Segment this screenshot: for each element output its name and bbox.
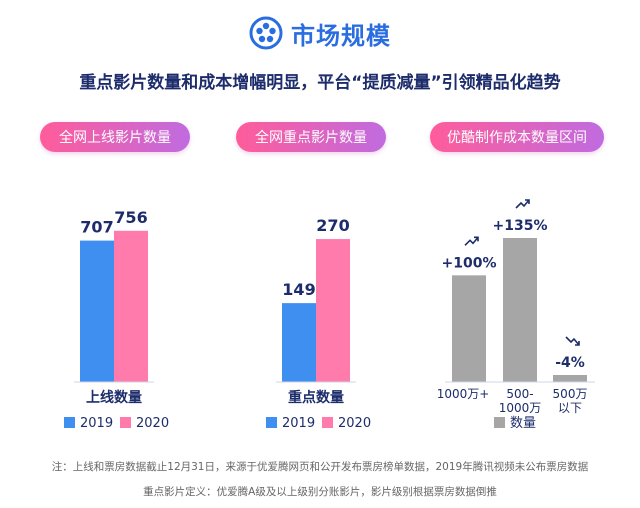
page-title: 市场规模 — [291, 21, 391, 50]
category-label-online: 上线数量 — [86, 389, 142, 406]
legend-swatch-2019-c2 — [266, 417, 277, 428]
pill-cost-range: 优酷制作成本数量区间 — [430, 122, 604, 152]
legend-label-2020-c1: 2020 — [136, 416, 169, 431]
footnote-2: 重点影片定义：优爱腾A级及以上级别分账影片，影片级别根据票房数据倒推 — [143, 486, 497, 498]
legend-swatch-2020-c2 — [322, 417, 333, 428]
data-label-cost-500-1000: +135% — [493, 218, 548, 234]
chart-online-films: 707 756 上线数量 2019 2020 — [64, 208, 169, 431]
trend-down-icon — [565, 336, 580, 346]
legend-label-2020-c2: 2020 — [338, 416, 371, 431]
trend-up-icon — [515, 199, 530, 209]
chart-key-films: 149 270 重点数量 2019 2020 — [266, 216, 371, 431]
film-reel-icon — [249, 16, 283, 50]
bar-online-2019 — [80, 240, 114, 382]
legend-label-count: 数量 — [510, 416, 536, 431]
subtitle: 重点影片数量和成本增幅明显，平台“提质减量”引领精品化趋势 — [79, 73, 561, 93]
legend-swatch-2019-c1 — [64, 417, 75, 428]
legend-label-2019-c2: 2019 — [282, 416, 315, 431]
pill-online-films: 全网上线影片数量 — [40, 122, 190, 152]
category-label-cost-3: 500万以下 — [553, 387, 588, 415]
legend-label-2019-c1: 2019 — [80, 416, 113, 431]
data-label-key-2020: 270 — [316, 216, 349, 235]
pill-key-films: 全网重点影片数量 — [236, 122, 386, 152]
trend-up-icon — [464, 236, 479, 246]
chart-cost-range: +100% +135% -4% 1000万+ 500-1000万 500万以下 … — [437, 199, 595, 431]
footnote-1: 注：上线和票房数据截止12月31日，来源于优爱腾网页和公开发布票房榜单数据，20… — [51, 461, 589, 473]
bar-cost-under-500 — [553, 375, 587, 382]
data-label-online-2019: 707 — [80, 218, 113, 237]
bar-key-2019 — [282, 303, 316, 382]
bar-cost-1000plus — [452, 275, 486, 382]
category-label-key: 重点数量 — [288, 389, 344, 406]
data-label-cost-1000plus: +100% — [442, 255, 497, 271]
charts-area: 707 756 上线数量 2019 2020 149 270 重点数量 2019… — [64, 199, 595, 431]
data-label-cost-under-500: -4% — [555, 355, 585, 371]
bar-cost-500-1000 — [503, 238, 537, 382]
data-label-online-2020: 756 — [114, 208, 147, 227]
bar-online-2020 — [114, 230, 148, 382]
data-label-key-2019: 149 — [282, 280, 315, 299]
legend-swatch-2020-c1 — [120, 417, 131, 428]
legend-swatch-count — [494, 417, 505, 428]
header: 市场规模 — [0, 10, 640, 56]
category-label-cost-2: 500-1000万 — [499, 387, 542, 415]
bar-key-2020 — [316, 239, 350, 382]
category-label-cost-1: 1000万+ — [437, 387, 490, 401]
